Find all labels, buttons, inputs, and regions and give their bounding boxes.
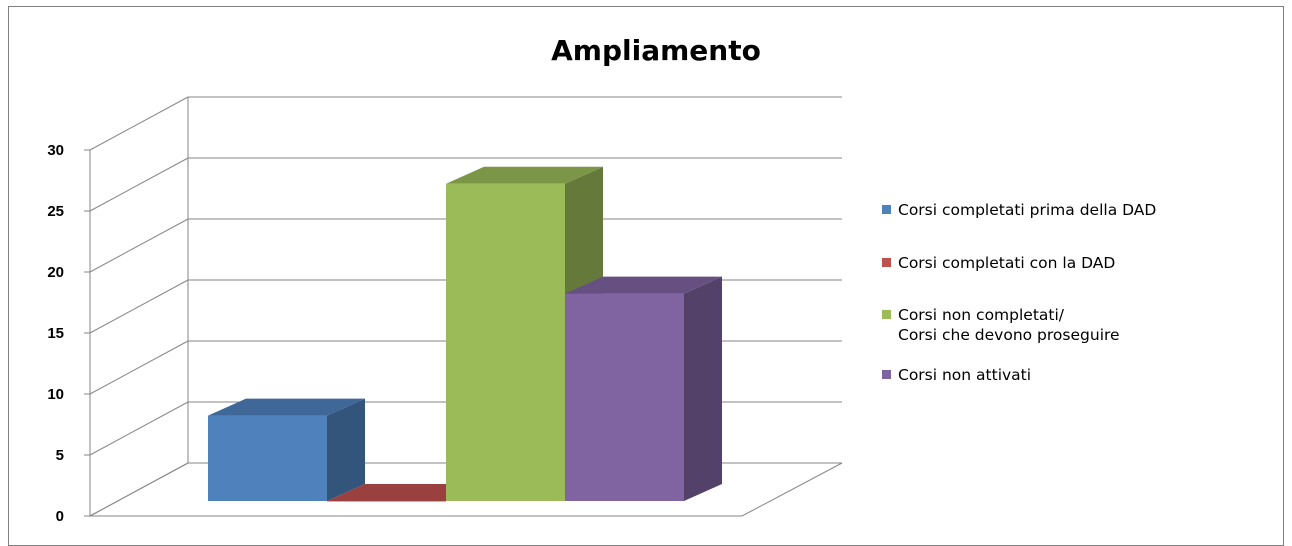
y-tick-label: 5 — [56, 447, 64, 464]
legend-label: Corsi completati con la DAD — [898, 254, 1115, 272]
chart-title: Ampliamento — [551, 34, 761, 67]
legend-swatch — [882, 258, 891, 267]
y-tick-label: 20 — [47, 264, 64, 281]
chart-legend: Corsi completati prima della DAD Corsi co… — [882, 201, 1156, 384]
bar-front — [208, 416, 327, 501]
bar-1 — [208, 399, 365, 501]
legend-swatch — [882, 370, 891, 379]
bar-side — [327, 399, 365, 501]
side-gridline — [90, 402, 188, 455]
y-tick-label: 0 — [56, 508, 64, 525]
y-tick-label: 25 — [47, 203, 64, 220]
legend-label: Corsi completati prima della DAD — [898, 201, 1156, 219]
legend-swatch — [882, 205, 891, 214]
legend-label: Corsi che devono proseguire — [898, 326, 1120, 344]
side-gridline — [90, 219, 188, 272]
legend-item: Corsi completati con la DAD — [882, 254, 1115, 272]
legend-swatch — [882, 310, 891, 319]
chart-canvas: 0 5 10 15 20 25 30 Ampliamento Corsi completat… — [0, 0, 1292, 535]
side-gridline — [90, 97, 188, 150]
side-gridline — [90, 280, 188, 333]
bar-front — [565, 294, 684, 501]
legend-item: Corsi non attivati — [882, 366, 1031, 384]
bar-side — [684, 277, 722, 501]
y-tick-label: 15 — [47, 325, 64, 342]
legend-label: Corsi non completati/ — [898, 306, 1065, 324]
legend-item: Corsi completati prima della DAD — [882, 201, 1156, 219]
y-tick-label: 10 — [47, 386, 64, 403]
bar-4 — [565, 277, 722, 501]
bar-front — [446, 184, 565, 501]
chart-axes: 0 5 10 15 20 25 30 — [47, 142, 90, 525]
side-gridline — [90, 158, 188, 211]
side-gridline — [90, 341, 188, 394]
legend-label: Corsi non attivati — [898, 366, 1031, 384]
legend-item: Corsi non completati/Corsi che devono pr… — [882, 306, 1120, 344]
bar-front — [327, 501, 446, 502]
chart-bars — [208, 167, 722, 502]
y-tick-label: 30 — [47, 142, 64, 159]
